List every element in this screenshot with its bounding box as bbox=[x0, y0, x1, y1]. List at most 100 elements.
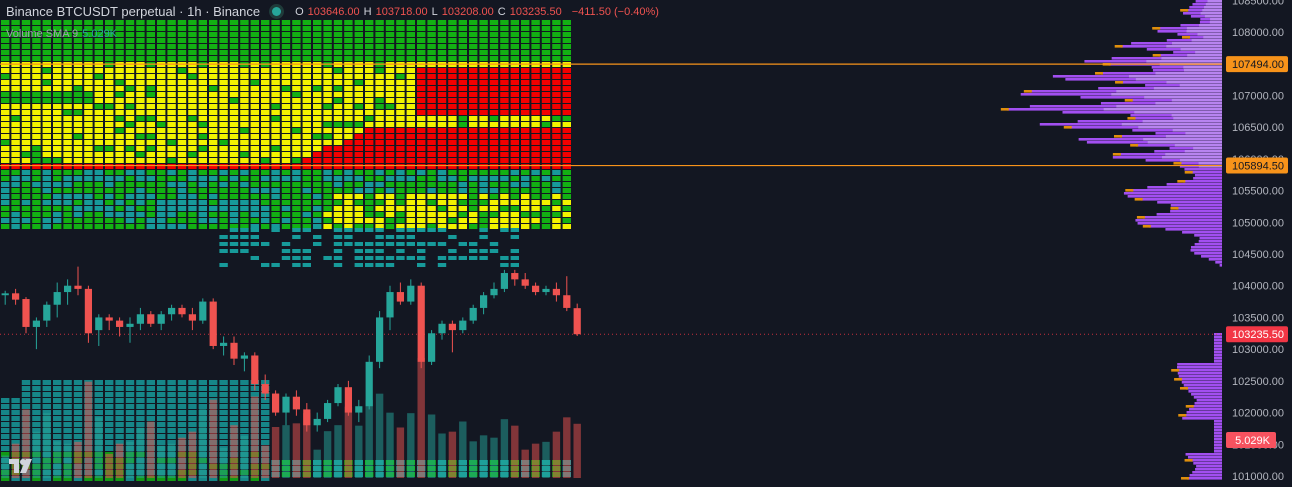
candle-body bbox=[12, 293, 20, 300]
last-price-tag: 103235.50 bbox=[1232, 329, 1284, 341]
volume-bar bbox=[32, 431, 41, 478]
volume-bar bbox=[511, 425, 519, 478]
candle-body bbox=[500, 273, 508, 289]
candle bbox=[147, 311, 155, 327]
high-label: H bbox=[363, 5, 372, 18]
candle-body bbox=[573, 308, 581, 335]
volume-bar bbox=[323, 431, 332, 478]
candle-body bbox=[272, 393, 280, 413]
volume-bar bbox=[292, 423, 301, 478]
open-value: 103646.00 bbox=[307, 5, 360, 18]
volume-bar bbox=[261, 445, 269, 478]
horizontal-levels bbox=[0, 63, 1222, 335]
volume-bar bbox=[115, 443, 124, 478]
candle bbox=[116, 317, 124, 337]
volume-bar bbox=[219, 447, 228, 478]
price-tick-label: 106500.00 bbox=[1232, 122, 1284, 134]
candle bbox=[230, 336, 238, 365]
candle-body bbox=[74, 285, 82, 289]
volume-bar bbox=[365, 399, 373, 478]
volume-indicator-label[interactable]: Volume SMA 9 bbox=[6, 28, 79, 40]
candle-body bbox=[459, 320, 467, 331]
volume-bar bbox=[43, 413, 51, 478]
price-tick-label: 108500.00 bbox=[1232, 0, 1284, 7]
candle bbox=[355, 399, 363, 423]
candle-body bbox=[292, 396, 300, 410]
candle-body bbox=[53, 292, 61, 305]
candle-body bbox=[251, 355, 259, 385]
volume-bar bbox=[396, 427, 405, 478]
candle bbox=[438, 320, 446, 340]
candle bbox=[157, 311, 165, 331]
candle-body bbox=[542, 288, 550, 293]
candle-body bbox=[240, 355, 248, 359]
candle bbox=[511, 269, 519, 286]
price-tick-label: 102500.00 bbox=[1232, 376, 1284, 388]
candle bbox=[84, 285, 92, 343]
candle-body bbox=[230, 342, 238, 359]
volume-bar bbox=[1, 455, 9, 478]
candle bbox=[261, 374, 269, 400]
candle-body bbox=[209, 301, 217, 346]
candle-body bbox=[334, 387, 342, 404]
candle bbox=[324, 399, 332, 423]
candle bbox=[22, 297, 30, 334]
volume-bar bbox=[282, 425, 290, 478]
symbol-legend[interactable]: Binance BTCUSDT perpetual · 1h · Binance… bbox=[6, 4, 659, 19]
volume-profile bbox=[1000, 0, 1222, 480]
candle bbox=[209, 298, 217, 350]
volume-bar bbox=[209, 399, 217, 478]
price-axis[interactable]: 108500.00108000.00107500.00107000.001065… bbox=[1222, 0, 1292, 483]
volume-bar bbox=[375, 393, 384, 478]
low-value: 103208.00 bbox=[441, 5, 494, 18]
candle-body bbox=[521, 279, 529, 286]
market-status-icon bbox=[272, 7, 282, 16]
volume-bar bbox=[230, 425, 238, 478]
low-label: L bbox=[431, 5, 438, 18]
candle bbox=[376, 311, 384, 369]
candle bbox=[32, 317, 40, 350]
candle-body bbox=[199, 301, 207, 321]
volume-sma-tag-bg bbox=[1226, 432, 1276, 448]
volume-bar bbox=[542, 441, 550, 478]
level-price-tag: 107494.00 bbox=[1232, 59, 1284, 71]
candle-body bbox=[324, 403, 332, 419]
price-tick-label: 103000.00 bbox=[1232, 344, 1284, 356]
candle-body bbox=[407, 285, 415, 302]
candle-body bbox=[188, 314, 196, 321]
symbol-title[interactable]: Binance BTCUSDT perpetual · 1h · Binance bbox=[6, 4, 261, 19]
volume-bar bbox=[74, 441, 82, 478]
volume-bar bbox=[573, 423, 581, 478]
candle bbox=[313, 412, 321, 432]
price-tick-label: 105500.00 bbox=[1232, 186, 1284, 198]
volume-bar bbox=[407, 413, 415, 478]
candle-body bbox=[282, 396, 290, 413]
volume-bar bbox=[427, 414, 436, 478]
volume-bar bbox=[157, 445, 165, 478]
price-tick-label: 104000.00 bbox=[1232, 281, 1284, 293]
level-price-tag-bg bbox=[1226, 157, 1288, 174]
candle-body bbox=[116, 320, 124, 327]
candle bbox=[552, 282, 560, 302]
volume-bar bbox=[53, 441, 61, 478]
candle-body bbox=[438, 323, 446, 334]
volume-bar bbox=[531, 443, 540, 478]
volume-sma-tag: 5.029K bbox=[1235, 435, 1271, 447]
volume-indicator-value: 5.029K bbox=[82, 28, 118, 40]
volume-bar bbox=[251, 396, 259, 478]
volume-bar bbox=[271, 427, 280, 478]
volume-bar bbox=[136, 427, 145, 478]
volume-bar bbox=[344, 406, 353, 478]
candle-body bbox=[365, 361, 373, 407]
candle-body bbox=[261, 384, 269, 394]
candle-body bbox=[532, 285, 540, 293]
volume-bars bbox=[1, 358, 581, 478]
volume-legend[interactable]: Volume SMA 9 5.029K bbox=[6, 28, 117, 40]
candle-body bbox=[386, 292, 394, 318]
candle-body bbox=[511, 273, 519, 280]
tradingview-logo-icon[interactable] bbox=[8, 455, 34, 477]
candle-body bbox=[480, 295, 488, 308]
candle bbox=[188, 307, 196, 331]
